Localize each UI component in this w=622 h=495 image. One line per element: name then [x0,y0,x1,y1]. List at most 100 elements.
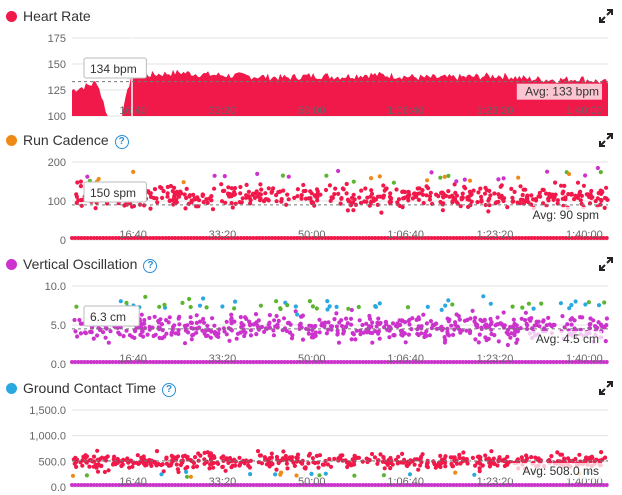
zero-point [507,483,512,487]
expand-arrows-icon[interactable] [598,380,614,396]
zero-point [554,360,559,364]
x-tick-label: 1:23:20 [477,353,514,365]
zero-point [576,483,581,487]
data-point [274,199,279,204]
data-point [78,184,83,189]
zero-point [329,483,334,487]
data-point [128,458,134,463]
data-point [359,188,364,193]
data-point [345,464,350,470]
expand-arrows-icon[interactable] [598,256,614,272]
zero-point [217,483,221,487]
data-point [448,455,453,460]
data-point [559,183,564,188]
data-point [224,457,229,462]
zero-point [495,236,500,240]
zero-point [76,236,81,240]
x-tick-label: 50:00 [298,353,326,365]
data-point [167,315,172,320]
help-circle-icon[interactable]: ? [143,259,158,273]
data-point [334,311,339,316]
data-point [394,187,399,192]
outlier-point [317,473,322,478]
data-point [325,462,330,467]
x-tick-label: 1:40:00 [566,476,603,488]
data-point [221,454,226,459]
x-tick-label: 1:23:20 [477,229,514,241]
help-circle-icon[interactable]: ? [114,135,129,149]
data-point [142,326,147,331]
expand-arrows-icon[interactable] [598,132,614,148]
data-point [207,466,212,471]
zero-point [295,483,300,487]
zero-point [304,483,309,487]
data-point [422,334,427,340]
data-point [547,322,552,327]
zero-point [79,360,84,364]
data-point [77,317,82,323]
data-point [602,205,607,210]
zero-point [585,483,590,487]
data-point [413,194,418,199]
data-point [465,197,470,202]
zero-point [570,483,575,487]
data-point [604,316,610,321]
zero-point [526,236,531,240]
zero-point [195,360,200,364]
zero-point [404,483,409,487]
data-point [589,454,595,459]
data-point [78,321,83,326]
zero-point [195,236,200,240]
zero-point [473,360,478,364]
zero-point [285,483,290,487]
x-tick-label: 1:23:20 [477,105,514,117]
data-point [316,460,321,465]
zero-point [492,483,497,487]
data-point [450,193,455,198]
data-point [220,464,225,470]
outlier-point [286,174,291,179]
zero-point [282,360,287,364]
zero-point [348,236,353,240]
zero-point [467,483,472,487]
data-point [370,320,375,325]
data-point [295,194,300,199]
zero-point [332,360,337,364]
data-point [281,449,286,454]
zero-point [345,236,350,240]
zero-point [445,483,450,487]
data-point [80,458,85,463]
data-point [427,333,432,338]
data-point [87,464,92,469]
y-tick-label: 1,500.0 [29,405,66,417]
zero-point [307,236,312,240]
outlier-point [258,303,263,308]
zero-point [292,360,296,364]
x-tick-label: 1:40:00 [566,229,603,241]
help-circle-icon[interactable]: ? [162,383,177,397]
zero-point [514,360,518,364]
data-point [265,458,270,463]
zero-point [557,483,562,487]
data-point [116,330,121,335]
zero-point [357,360,362,364]
data-point [292,463,297,468]
data-point [173,455,178,460]
zero-point [157,236,162,240]
data-point [141,461,146,466]
outlier-point [425,178,430,183]
data-point [106,468,111,473]
data-point [593,324,598,329]
data-point [382,188,387,193]
zero-point [120,360,124,364]
data-point [137,460,142,466]
zero-point [401,360,406,364]
zero-point [567,483,572,487]
expand-arrows-icon[interactable] [598,8,614,24]
outlier-point [346,306,351,311]
data-point [314,187,320,192]
data-point [358,200,364,206]
zero-point [267,236,271,240]
zero-point [520,483,525,487]
zero-point [548,236,553,240]
